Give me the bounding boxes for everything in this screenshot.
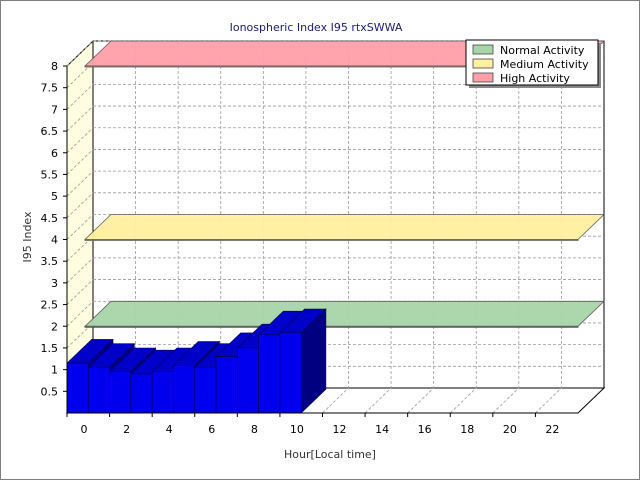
grid-line-side bbox=[66, 105, 94, 132]
bar bbox=[237, 347, 259, 414]
grid-line-side bbox=[66, 170, 94, 197]
y-tick-label: 7 bbox=[51, 103, 58, 116]
bar bbox=[130, 373, 153, 414]
x-tick-label: 22 bbox=[545, 423, 559, 436]
legend-label: High Activity bbox=[500, 72, 570, 85]
bar bbox=[66, 362, 89, 414]
legend-label: Normal Activity bbox=[500, 44, 585, 57]
x-tick-label: 6 bbox=[208, 423, 215, 436]
x-tick-label: 2 bbox=[123, 423, 130, 436]
grid-line-side bbox=[66, 127, 94, 154]
legend-swatch bbox=[472, 44, 494, 55]
bar bbox=[173, 364, 196, 414]
grid-line-floor bbox=[322, 387, 349, 414]
bar bbox=[87, 367, 110, 414]
y-tick-label: 5 bbox=[51, 190, 58, 203]
x-tick-label: 0 bbox=[81, 423, 88, 436]
x-tick-label: 14 bbox=[375, 423, 389, 436]
grid-line-floor bbox=[364, 387, 392, 414]
x-tick-label: 20 bbox=[503, 423, 517, 436]
band-edge bbox=[84, 325, 579, 328]
y-tick-label: 8 bbox=[51, 60, 58, 73]
legend-swatch bbox=[472, 72, 494, 83]
x-tick-label: 8 bbox=[251, 423, 258, 436]
band-plane bbox=[84, 214, 605, 240]
bar bbox=[258, 334, 281, 414]
y-tick-label: 7.5 bbox=[41, 82, 59, 95]
x-tick-label: 16 bbox=[418, 423, 432, 436]
grid-line-floor bbox=[535, 387, 562, 414]
legend-swatch bbox=[472, 58, 494, 69]
grid-line-floor bbox=[449, 387, 477, 414]
y-tick-label: 1 bbox=[51, 364, 58, 377]
grid-line-side bbox=[66, 279, 94, 305]
bar bbox=[279, 332, 302, 414]
y-tick-label: 4 bbox=[51, 234, 58, 247]
y-tick-label: 0.5 bbox=[41, 385, 59, 398]
grid-line-side bbox=[66, 40, 94, 67]
chart-title: Ionospheric Index I95 rtxSWWA bbox=[230, 21, 403, 34]
grid-line-side bbox=[66, 149, 94, 175]
x-tick-label: 12 bbox=[333, 423, 347, 436]
y-tick-label: 6 bbox=[51, 147, 58, 160]
y-tick-label: 5.5 bbox=[41, 168, 59, 181]
legend-label: Medium Activity bbox=[500, 58, 589, 71]
y-tick-label: 2.5 bbox=[41, 299, 59, 312]
x-tick-label: 18 bbox=[460, 423, 474, 436]
band-edge bbox=[84, 239, 579, 241]
grid-line-side bbox=[66, 257, 94, 284]
grid-line-floor bbox=[407, 387, 434, 414]
y-tick-label: 3.5 bbox=[41, 255, 59, 268]
y-tick-label: 6.5 bbox=[41, 125, 59, 138]
bar bbox=[194, 367, 217, 414]
grid-line-floor bbox=[492, 387, 520, 414]
x-tick-label: 4 bbox=[166, 423, 173, 436]
plot-area: 0.5 1 1.5 2 2.5 3 3.5 4 4.5 5 5.5 6 6.5 7 7.5 8 0 2 4 6 8 10 1… bbox=[41, 39, 606, 436]
grid-line-side bbox=[66, 84, 94, 110]
x-tick-label: 10 bbox=[290, 423, 304, 436]
y-tick-label: 1.5 bbox=[41, 342, 59, 355]
bar bbox=[109, 371, 132, 414]
y-tick-label: 2 bbox=[51, 320, 58, 333]
y-tick-label: 3 bbox=[51, 277, 58, 290]
grid-line-side bbox=[66, 214, 94, 240]
x-axis-label: Hour[Local time] bbox=[284, 448, 376, 461]
bar bbox=[151, 371, 174, 414]
y-axis-label: I95 Index bbox=[21, 211, 34, 263]
grid-line-side bbox=[66, 192, 94, 219]
bar bbox=[215, 356, 238, 414]
grid-line-side bbox=[66, 300, 94, 327]
band-plane bbox=[84, 300, 605, 327]
y-tick-label: 4.5 bbox=[41, 212, 59, 225]
